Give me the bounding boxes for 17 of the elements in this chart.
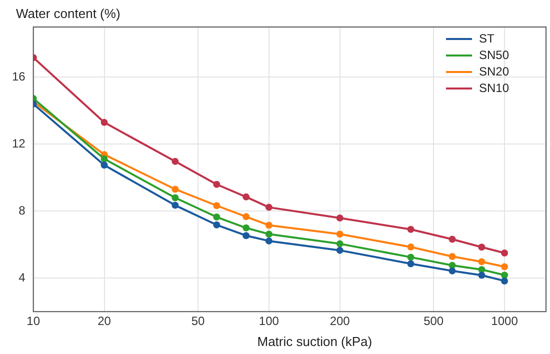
y-tick-label: 4 — [18, 270, 26, 284]
x-tick-label: 20 — [98, 314, 112, 328]
x-tick-label: 50 — [191, 314, 206, 328]
x-tick-label: 100 — [258, 314, 280, 328]
y-tick-label: 12 — [12, 136, 26, 150]
x-tick-label: 200 — [330, 314, 350, 328]
legend-label: SN20 — [479, 64, 510, 78]
x-axis-title: Matric suction (kPa) — [257, 334, 372, 349]
legend-label: SN50 — [479, 48, 510, 62]
y-tick-label: 8 — [18, 203, 26, 218]
y-axis-title: Water content (%) — [16, 6, 120, 21]
y-tick-label: 16 — [12, 70, 26, 84]
x-tick-label: 1000 — [491, 314, 518, 328]
legend-label: ST — [479, 31, 496, 46]
x-tick-label: 500 — [424, 314, 444, 328]
legend-label: SN10 — [479, 80, 510, 95]
x-tick-label: 10 — [26, 314, 40, 328]
